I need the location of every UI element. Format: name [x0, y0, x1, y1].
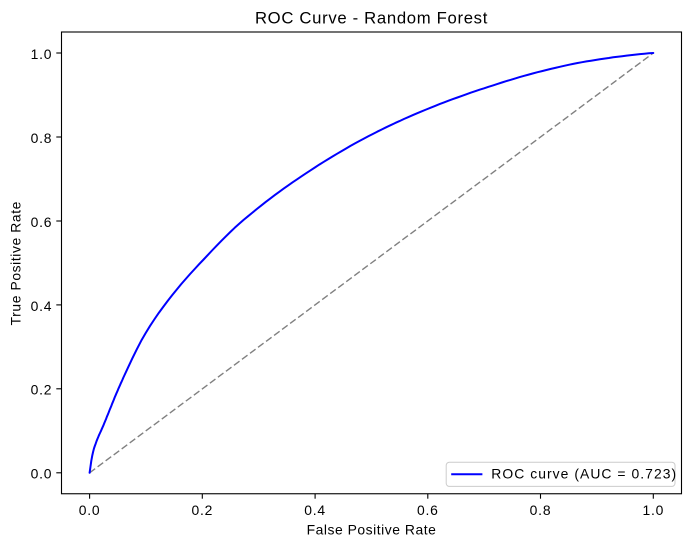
svg-text:0.8: 0.8 — [530, 502, 552, 518]
svg-text:0.4: 0.4 — [31, 298, 53, 314]
svg-text:ROC curve (AUC = 0.723): ROC curve (AUC = 0.723) — [491, 466, 677, 482]
svg-text:0.8: 0.8 — [31, 130, 53, 146]
svg-text:ROC Curve - Random Forest: ROC Curve - Random Forest — [255, 9, 488, 28]
svg-text:0.0: 0.0 — [31, 466, 53, 482]
svg-text:0.4: 0.4 — [304, 502, 326, 518]
svg-text:1.0: 1.0 — [31, 46, 53, 62]
svg-text:0.6: 0.6 — [417, 502, 439, 518]
svg-text:0.6: 0.6 — [31, 214, 53, 230]
svg-text:0.2: 0.2 — [31, 382, 53, 398]
svg-text:0.2: 0.2 — [191, 502, 213, 518]
svg-text:1.0: 1.0 — [642, 502, 664, 518]
svg-text:True Positive Rate: True Positive Rate — [7, 201, 23, 325]
svg-text:0.0: 0.0 — [79, 502, 101, 518]
svg-text:False Positive Rate: False Positive Rate — [307, 522, 437, 538]
